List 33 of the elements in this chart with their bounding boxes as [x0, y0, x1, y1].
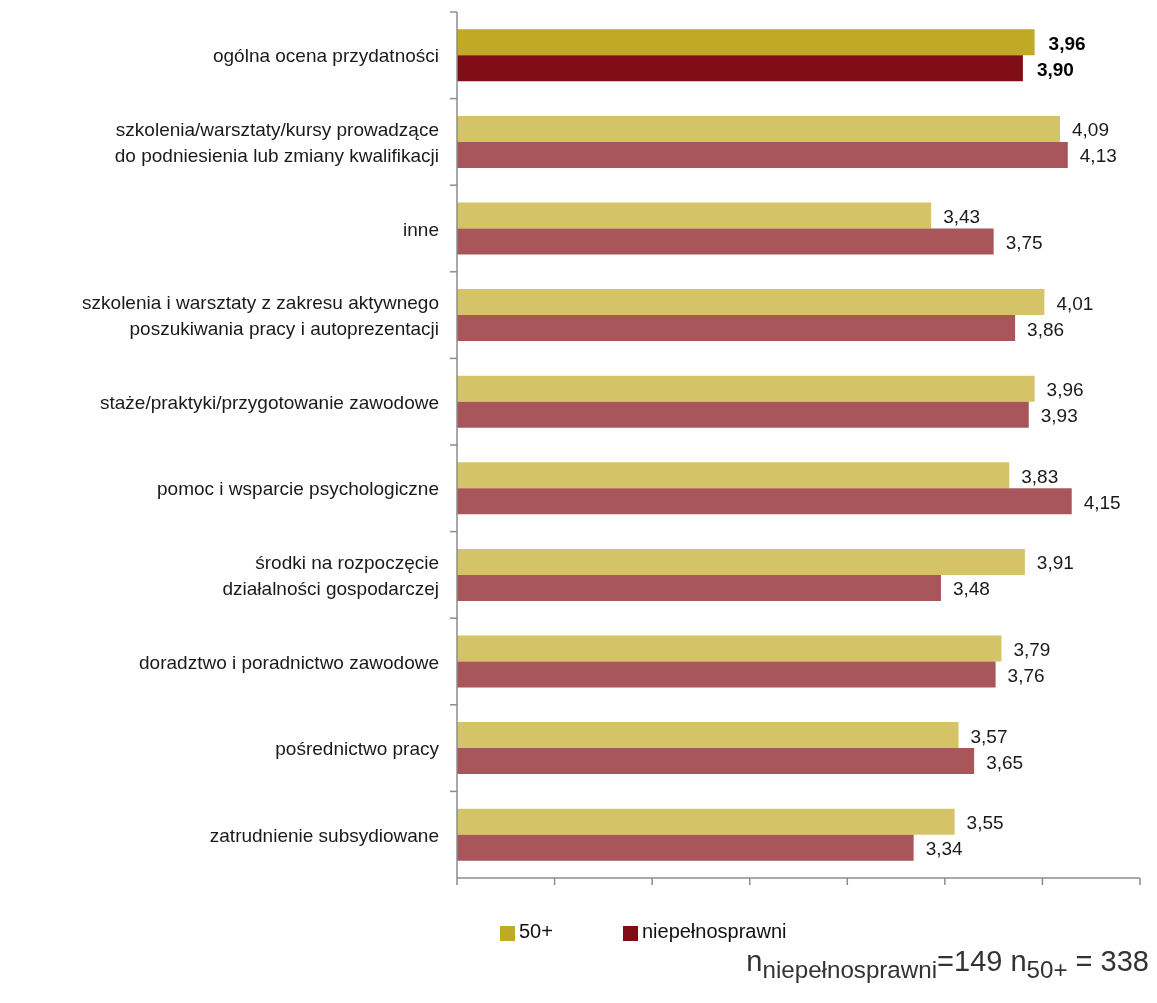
y-tick-label: pośrednictwo pracy [275, 737, 440, 759]
data-label: 3,79 [1013, 639, 1051, 661]
y-tick-label: inne [403, 218, 439, 239]
data-label: 3,86 [1027, 318, 1065, 340]
data-label: 3,34 [925, 838, 964, 860]
y-tick-label: staże/praktyki/przygotowanie zawodowe [99, 391, 439, 413]
data-label: 4,01 [1056, 292, 1094, 314]
data-label: 3,83 [1021, 465, 1059, 487]
text: n$_{niepełnosprawni}$=149 n$_{50+}$ = 338 [746, 945, 1149, 985]
data-label: 4,09 [1071, 119, 1109, 141]
y-tick-label: ogólna ocena przydatności [212, 44, 439, 66]
y-tick-label: szkolenia i warsztaty z zakresu aktywnego poszukiwania pracy i autoprezentacji [82, 291, 439, 339]
data-label: 3,48 [952, 578, 990, 600]
legend-label: 50+ [519, 920, 553, 942]
data-label: 4,13 [1079, 145, 1117, 167]
data-label: 3,90 [1036, 58, 1074, 80]
data-label: 4,15 [1083, 491, 1121, 513]
data-label: 3,76 [1007, 665, 1045, 687]
data-label: 3,96 [1046, 379, 1084, 401]
data-label: 3,43 [943, 206, 981, 228]
y-tick-label: środki na rozpoczęcie działalności gospodarczej [222, 551, 439, 599]
data-label: 3,93 [1040, 405, 1078, 427]
y-tick-label: szkolenia/warsztaty/kursy prowadzące do podniesienia lub zmiany kwalifikacji [114, 118, 439, 166]
data-label: 3,55 [966, 812, 1004, 834]
legend-label: niepełnosprawni [641, 920, 787, 942]
data-label: 3,57 [970, 725, 1008, 747]
data-label: 3,75 [1005, 232, 1043, 254]
y-tick-label: pomoc i wsparcie psychologiczne [157, 477, 439, 499]
data-label: 3,91 [1036, 552, 1074, 574]
data-label: 3,96 [1048, 32, 1086, 54]
y-tick-label: zatrudnienie subsydiowane [209, 824, 439, 846]
y-tick-label: doradztwo i poradnictwo zawodowe [139, 651, 439, 672]
data-label: 3,65 [986, 751, 1024, 773]
